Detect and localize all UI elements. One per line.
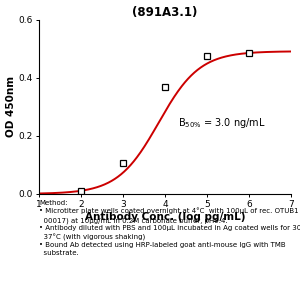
- Text: B$_{\mathregular{50\%}}$ = 3.0 ng/mL: B$_{\mathregular{50\%}}$ = 3.0 ng/mL: [178, 116, 266, 130]
- Text: Method:
• Microtiter plate wells coated overnight at 4°C  with 100μL of rec. OTU: Method: • Microtiter plate wells coated …: [39, 200, 300, 256]
- Y-axis label: OD 450nm: OD 450nm: [6, 76, 16, 137]
- Title: CPTC-OTUB1-1
(891A3.1): CPTC-OTUB1-1 (891A3.1): [116, 0, 214, 19]
- X-axis label: Antibody Conc. (log pg/mL): Antibody Conc. (log pg/mL): [85, 212, 245, 222]
